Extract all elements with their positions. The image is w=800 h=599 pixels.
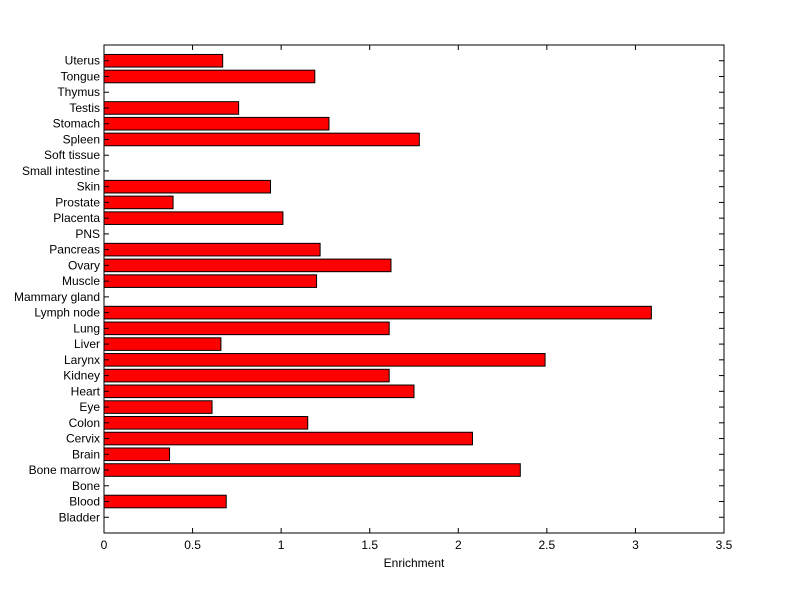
x-tick-label: 0 — [101, 538, 108, 552]
axes-frame — [103, 44, 725, 534]
y-tick-label: Bladder — [59, 510, 100, 524]
bar-testis — [103, 101, 240, 115]
x-axis-label: Enrichment — [384, 556, 445, 570]
bar-bone-marrow — [103, 463, 521, 477]
bar-kidney — [103, 368, 390, 383]
y-tick-label: Brain — [72, 447, 100, 461]
y-tick-label: Lymph node — [34, 306, 100, 320]
bar-stomach — [103, 116, 330, 131]
y-tick-label: Stomach — [53, 117, 100, 131]
bar-colon — [103, 416, 309, 430]
y-tick-label: Uterus — [65, 54, 100, 68]
bar-spleen — [103, 132, 420, 147]
x-tick-label: 0.5 — [184, 538, 201, 552]
x-tick-label: 3.5 — [716, 538, 733, 552]
y-tick-label: Ovary — [68, 258, 100, 272]
bar-lymph-node — [103, 305, 652, 320]
bar-heart — [103, 384, 415, 399]
bar-ovary — [103, 258, 392, 273]
y-tick-label: PNS — [75, 227, 100, 241]
y-tick-label: Pancreas — [49, 243, 100, 257]
bar-tongue — [103, 69, 316, 84]
y-tick-label: Tongue — [61, 69, 101, 83]
x-tick-label: 2.5 — [539, 538, 556, 552]
bar-cervix — [103, 431, 473, 446]
bar-placenta — [103, 211, 284, 225]
y-tick-label: Muscle — [62, 274, 100, 288]
y-tick-label: Blood — [69, 495, 100, 509]
y-tick-label: Larynx — [64, 353, 100, 367]
bar-liver — [103, 337, 222, 351]
y-tick-label: Eye — [79, 400, 100, 414]
bar-skin — [103, 179, 272, 194]
y-tick-label: Testis — [69, 101, 100, 115]
y-tick-label: Small intestine — [22, 164, 100, 178]
y-tick-label: Heart — [71, 384, 101, 398]
y-tick-label: Bone — [72, 479, 100, 493]
bar-prostate — [103, 195, 174, 210]
x-tick-label: 1 — [278, 538, 285, 552]
y-tick-label: Lung — [73, 321, 100, 335]
y-tick-label: Colon — [69, 416, 100, 430]
y-tick-label: Liver — [74, 337, 100, 351]
y-tick-label: Bone marrow — [29, 463, 101, 477]
bar-larynx — [103, 353, 546, 367]
bar-blood — [103, 494, 227, 509]
x-tick-label: 2 — [455, 538, 462, 552]
bar-muscle — [103, 274, 318, 288]
y-tick-label: Kidney — [63, 369, 100, 383]
x-tick-label: 1.5 — [361, 538, 378, 552]
y-tick-label: Soft tissue — [44, 148, 100, 162]
x-tick-label: 3 — [632, 538, 639, 552]
y-tick-label: Prostate — [55, 195, 100, 209]
y-tick-label: Mammary gland — [14, 290, 100, 304]
bar-lung — [103, 321, 390, 336]
y-tick-label: Thymus — [57, 85, 100, 99]
bar-eye — [103, 400, 213, 414]
y-tick-label: Spleen — [63, 132, 100, 146]
y-tick-label: Placenta — [53, 211, 100, 225]
bar-brain — [103, 447, 171, 462]
y-tick-label: Cervix — [66, 432, 100, 446]
bar-pancreas — [103, 242, 321, 257]
y-tick-label: Skin — [77, 180, 100, 194]
bar-uterus — [103, 53, 224, 68]
